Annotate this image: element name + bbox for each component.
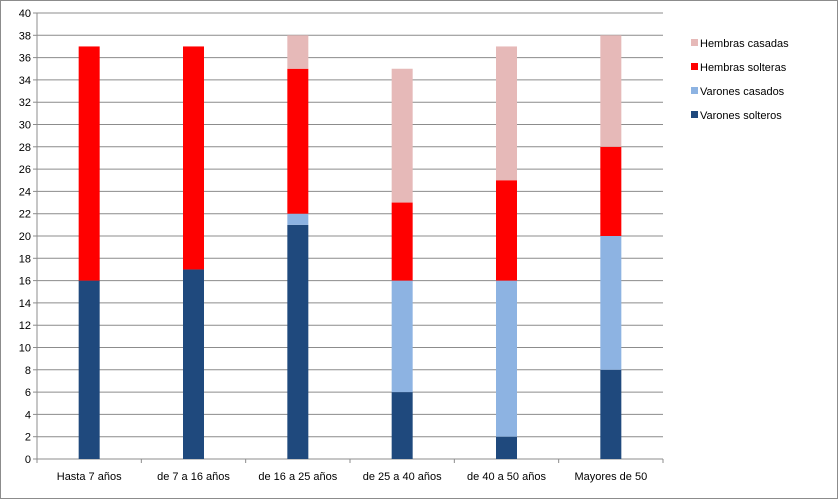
bar-segment-hembras-solteras xyxy=(287,68,309,214)
y-tick-label: 10 xyxy=(19,343,31,355)
x-tick-label: de 7 a 16 años xyxy=(157,471,230,483)
bar-segment-varones-casados xyxy=(600,236,622,370)
y-tick-label: 34 xyxy=(19,75,31,87)
y-tick-label: 16 xyxy=(19,276,31,288)
bar-segment-varones-solteros xyxy=(600,369,622,459)
bar-segment-hembras-casadas xyxy=(600,35,622,147)
bar-segment-hembras-solteras xyxy=(391,202,413,281)
legend-label: Hembras solteras xyxy=(700,62,787,74)
bar-segment-varones-solteros xyxy=(496,436,517,459)
bar-segment-varones-casados xyxy=(496,280,517,437)
bar-segment-varones-casados xyxy=(287,213,309,225)
legend-swatch xyxy=(691,63,698,70)
y-tick-label: 2 xyxy=(25,432,31,444)
y-tick-label: 8 xyxy=(25,365,31,377)
y-tick-label: 22 xyxy=(19,209,31,221)
y-tick-label: 4 xyxy=(25,409,31,421)
y-tick-label: 18 xyxy=(19,253,31,265)
y-tick-label: 14 xyxy=(19,298,31,310)
bar-segment-varones-solteros xyxy=(391,392,413,459)
legend-label: Varones solteros xyxy=(700,110,782,122)
bar-segment-hembras-solteras xyxy=(496,180,517,281)
bars xyxy=(78,35,622,459)
x-tick-label: Mayores de 50 xyxy=(574,471,647,483)
x-tick-label: de 16 a 25 años xyxy=(258,471,337,483)
y-tick-label: 24 xyxy=(19,186,31,198)
bar-segment-hembras-casadas xyxy=(391,68,413,203)
y-tick-label: 12 xyxy=(19,320,31,332)
legend-label: Hembras casadas xyxy=(700,38,789,50)
y-tick-label: 32 xyxy=(19,97,31,109)
x-tick-label: Hasta 7 años xyxy=(57,471,122,483)
y-tick-label: 30 xyxy=(19,120,31,132)
legend-swatch xyxy=(691,39,698,46)
bar-segment-varones-solteros xyxy=(78,280,100,459)
bar-segment-hembras-solteras xyxy=(183,46,204,270)
bar-segment-hembras-casadas xyxy=(496,46,517,181)
bar-segment-varones-casados xyxy=(391,280,413,393)
x-tick-label: de 25 a 40 años xyxy=(363,471,442,483)
y-tick-label: 26 xyxy=(19,164,31,176)
legend-label: Varones casados xyxy=(700,86,785,98)
y-tick-label: 6 xyxy=(25,387,31,399)
x-tick-label: de 40 a 50 años xyxy=(467,471,546,483)
gridlines xyxy=(37,12,663,438)
y-tick-label: 28 xyxy=(19,142,31,154)
legend-swatch xyxy=(691,111,698,118)
bar-segment-hembras-solteras xyxy=(600,146,622,236)
bar-segment-varones-solteros xyxy=(183,269,204,459)
legend-swatch xyxy=(691,87,698,94)
x-tick-labels: Hasta 7 años de 7 a 16 años de 16 a 25 año… xyxy=(57,471,647,483)
y-tick-label: 38 xyxy=(19,30,31,42)
bar-segment-hembras-solteras xyxy=(78,46,100,281)
y-tick-label: 40 xyxy=(19,8,31,20)
y-tick-label: 20 xyxy=(19,231,31,243)
y-tick-label: 36 xyxy=(19,53,31,65)
legend: Hembras casadas Hembras solteras Varones c… xyxy=(691,38,789,122)
bar-segment-hembras-casadas xyxy=(287,35,309,69)
y-tick-label: 0 xyxy=(25,454,31,466)
bar-segment-varones-solteros xyxy=(287,224,309,459)
axes xyxy=(33,12,664,463)
